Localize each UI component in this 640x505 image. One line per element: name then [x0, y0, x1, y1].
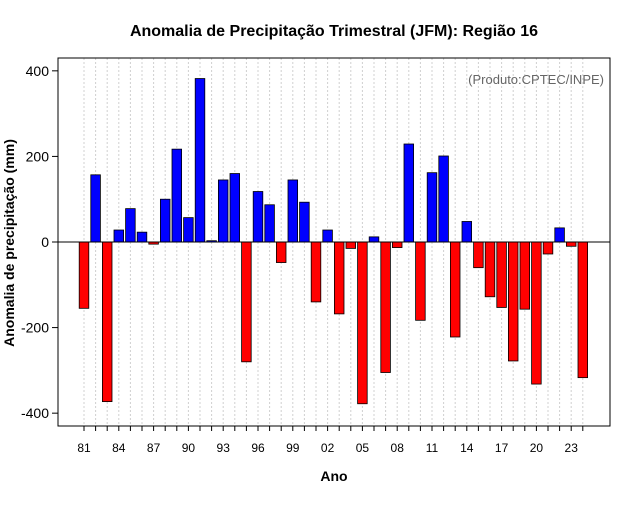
bar-2006 — [368, 236, 380, 243]
bar-1984 — [113, 229, 125, 243]
bar-1985 — [125, 208, 136, 243]
x-tick-label: 05 — [356, 441, 370, 455]
bar-2009 — [403, 143, 415, 243]
y-tick-label: 0 — [41, 234, 49, 250]
chart-title: Anomalia de Precipitação Trimestral (JFM… — [130, 23, 538, 40]
bar-1996 — [252, 191, 264, 243]
y-tick-label: -400 — [21, 405, 49, 421]
bar-2019 — [519, 241, 531, 310]
x-axis-label: Ano — [320, 468, 347, 484]
bar-1993 — [217, 179, 229, 243]
bar-2017 — [496, 241, 507, 308]
bar-1981 — [78, 241, 90, 309]
x-tick-label: 02 — [321, 441, 335, 455]
bar-2005 — [357, 241, 368, 405]
bar-2000 — [299, 201, 310, 243]
bar-1988 — [159, 198, 171, 243]
bar-1983 — [102, 241, 113, 403]
bar-1991 — [194, 78, 206, 243]
bar-2011 — [426, 172, 438, 243]
bar-2024 — [577, 241, 589, 379]
y-tick-label: 200 — [26, 148, 50, 164]
x-tick-label: 14 — [460, 441, 474, 455]
bar-2018 — [507, 241, 519, 362]
bar-2013 — [449, 241, 461, 338]
x-tick-label: 17 — [495, 441, 509, 455]
x-tick-label: 99 — [286, 441, 300, 455]
x-tick-label: 90 — [182, 441, 196, 455]
y-tick-label: -200 — [21, 320, 49, 336]
x-tick-label: 96 — [251, 441, 265, 455]
x-tick-label: 81 — [77, 441, 91, 455]
bar-1999 — [287, 179, 299, 243]
x-tick-label: 11 — [426, 441, 439, 455]
bar-2002 — [322, 229, 333, 243]
bar-2016 — [484, 241, 496, 298]
bar-1989 — [171, 148, 183, 243]
x-tick-label: 20 — [530, 441, 544, 455]
bar-2015 — [473, 241, 484, 269]
x-tick-label: 08 — [391, 441, 405, 455]
x-tick-label: 84 — [112, 441, 126, 455]
bar-1994 — [229, 173, 241, 243]
bar-2003 — [333, 241, 345, 315]
bar-1982 — [90, 174, 101, 243]
bar-2020 — [531, 241, 542, 385]
x-tick-label: 23 — [565, 441, 579, 455]
bar-1995 — [241, 241, 252, 363]
bar-2022 — [554, 227, 565, 243]
bar-2001 — [310, 241, 322, 303]
y-tick-label: 400 — [26, 63, 50, 79]
x-axis: 81 84 87 90 93 96 99 02 05 08 11 14 17 20 23 — [77, 426, 584, 455]
bar-1986 — [136, 231, 148, 243]
bar-2023 — [566, 241, 577, 247]
bars — [78, 78, 589, 405]
bar-1990 — [183, 217, 194, 243]
bar-2012 — [438, 155, 449, 243]
y-axis-label: Anomalia de precipitação (mm) — [1, 139, 17, 347]
bar-2014 — [461, 221, 473, 243]
bar-2010 — [415, 241, 426, 321]
bar-1998 — [275, 241, 287, 263]
bar-2004 — [345, 241, 357, 249]
bar-2021 — [542, 241, 554, 255]
y-axis: -400 -200 0 200 400 — [21, 63, 58, 421]
bar-2008 — [391, 241, 403, 248]
credit-text: (Produto:CPTEC/INPE) — [468, 72, 604, 87]
bar-1997 — [264, 204, 275, 243]
x-tick-label: 93 — [217, 441, 231, 455]
bar-2007 — [380, 241, 391, 373]
x-tick-label: 87 — [147, 441, 161, 455]
